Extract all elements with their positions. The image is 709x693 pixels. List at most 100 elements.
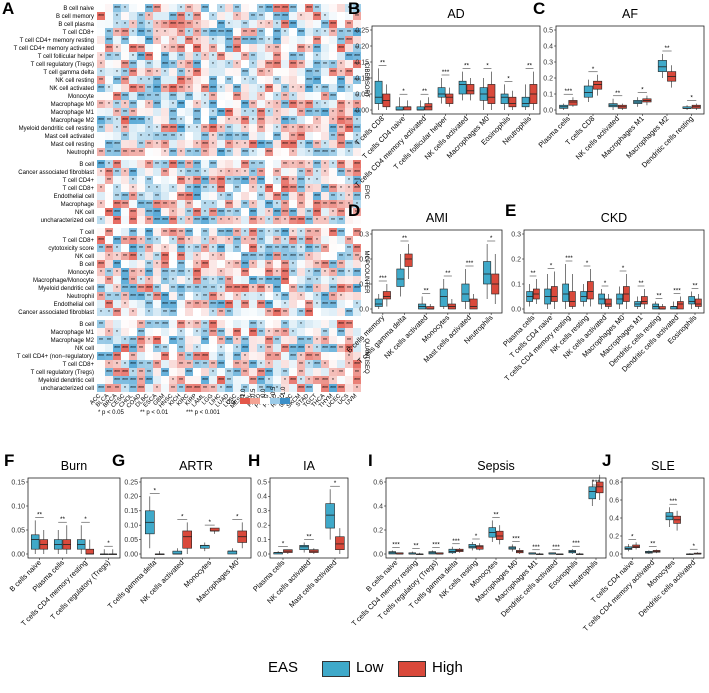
- heatmap-cell-sig: ***: [146, 230, 152, 236]
- heatmap-cell: [169, 336, 177, 344]
- sig-label: *: [236, 513, 239, 520]
- heatmap-cell-sig: ***: [98, 238, 104, 244]
- panel-title-d: AMI: [426, 211, 448, 225]
- heatmap-cell-sig: ***: [314, 46, 320, 52]
- heatmap-cell-sig: *: [324, 162, 326, 168]
- heatmap-cell: [193, 384, 201, 392]
- heatmap-cell: [281, 236, 289, 244]
- heatmap-cell: [273, 344, 281, 352]
- heatmap-cell-sig: ***: [322, 294, 328, 300]
- heatmap-row-label: Monocyte: [68, 270, 95, 276]
- heatmap-cell-sig: ***: [226, 202, 232, 208]
- heatmap-cell-sig: ***: [266, 278, 272, 284]
- heatmap-cell: [145, 176, 153, 184]
- heatmap-cell-sig: ***: [218, 178, 224, 184]
- heatmap-row-label: T cell CD4+ memory resting: [20, 38, 94, 44]
- heatmap-cell: [353, 320, 361, 328]
- heatmap-cell-sig: **: [259, 254, 263, 260]
- heatmap-cell: [281, 116, 289, 124]
- heatmap-cell: [353, 168, 361, 176]
- heatmap-cell-sig: **: [187, 150, 191, 156]
- heatmap-cell: [345, 284, 353, 292]
- heatmap-cell: [321, 116, 329, 124]
- box-high: [593, 80, 603, 90]
- heatmap-cell: [201, 284, 209, 292]
- heatmap-cell: [225, 84, 233, 92]
- heatmap-row-label: Cancer associated fibroblast: [18, 310, 94, 316]
- heatmap-cell: [265, 276, 273, 284]
- box-high: [632, 544, 640, 549]
- heatmap-cell: [145, 236, 153, 244]
- heatmap-cell: [345, 384, 353, 392]
- heatmap-cell: [249, 292, 257, 300]
- box-high: [487, 84, 496, 104]
- heatmap-cell-sig: ***: [170, 22, 176, 28]
- heatmap-cell: [273, 84, 281, 92]
- heatmap-cell: [337, 108, 345, 116]
- heatmap-cell-sig: ***: [274, 30, 280, 36]
- heatmap-cell-sig: ***: [194, 118, 200, 124]
- heatmap-cell-sig: **: [203, 362, 207, 368]
- heatmap-cell-sig: **: [227, 378, 231, 384]
- heatmap-cell: [137, 12, 145, 20]
- sig-label: **: [37, 511, 43, 518]
- heatmap-cell-sig: ***: [114, 354, 120, 360]
- heatmap-cell: [113, 148, 121, 156]
- heatmap-cell: [273, 100, 281, 108]
- heatmap-cell-sig: *: [300, 354, 302, 360]
- heatmap-cell: [257, 52, 265, 60]
- heatmap-cell: [297, 252, 305, 260]
- heatmap-cell-sig: **: [347, 338, 351, 344]
- x-tick-label: NK cells activated: [574, 114, 621, 161]
- y-tick-label: 0.10: [11, 503, 25, 510]
- heatmap-cell: [249, 76, 257, 84]
- heatmap-cell: [121, 268, 129, 276]
- heatmap-cell-sig: ***: [354, 126, 360, 132]
- heatmap-cell: [289, 176, 297, 184]
- heatmap-cell: [137, 132, 145, 140]
- heatmap-cell: [289, 132, 297, 140]
- plot-frame: [140, 477, 252, 559]
- heatmap-cell: [265, 116, 273, 124]
- heatmap-cell-sig: *: [196, 102, 198, 108]
- heatmap-cell-sig: *: [100, 186, 102, 192]
- heatmap-cell: [193, 292, 201, 300]
- heatmap-cell: [241, 20, 249, 28]
- heatmap-cell-sig: *: [268, 210, 270, 216]
- heatmap-cell: [113, 36, 121, 44]
- heatmap-cell-sig: *: [172, 102, 174, 108]
- heatmap-cell-sig: ***: [242, 254, 248, 260]
- y-tick-label: 0.2: [511, 256, 521, 263]
- heatmap-cell: [249, 176, 257, 184]
- heatmap-cell: [153, 168, 161, 176]
- heatmap-cell-sig: ***: [138, 202, 144, 208]
- heatmap-cell-sig: ***: [114, 346, 120, 352]
- heatmap-cell-sig: *: [348, 202, 350, 208]
- heatmap-cell: [329, 140, 337, 148]
- heatmap-cell-sig: *: [276, 202, 278, 208]
- heatmap-cell-sig: ***: [122, 286, 128, 292]
- heatmap-cell-sig: *: [308, 162, 310, 168]
- heatmap-cell-sig: *: [140, 278, 142, 284]
- heatmap-cell: [161, 200, 169, 208]
- heatmap-cell-sig: **: [203, 150, 207, 156]
- heatmap-cell: [217, 44, 225, 52]
- heatmap-cell: [321, 160, 329, 168]
- y-tick-label: 0.8: [609, 479, 619, 486]
- heatmap-cell: [161, 344, 169, 352]
- heatmap-cell-sig: *: [204, 54, 206, 60]
- box-high: [677, 301, 684, 310]
- heatmap-cell: [201, 320, 209, 328]
- heatmap-cell: [177, 148, 185, 156]
- heatmap-cell: [161, 108, 169, 116]
- heatmap-cell: [217, 376, 225, 384]
- heatmap-cell: [233, 320, 241, 328]
- heatmap-cell: [257, 344, 265, 352]
- y-tick-label: 0.10: [124, 523, 138, 530]
- heatmap-cell-sig: ***: [338, 102, 344, 108]
- heatmap-row-label: Macrophage M1: [51, 330, 95, 336]
- heatmap-cell-sig: **: [299, 286, 303, 292]
- heatmap-cell-sig: ***: [130, 246, 136, 252]
- heatmap-cell: [249, 160, 257, 168]
- heatmap-cell: [289, 228, 297, 236]
